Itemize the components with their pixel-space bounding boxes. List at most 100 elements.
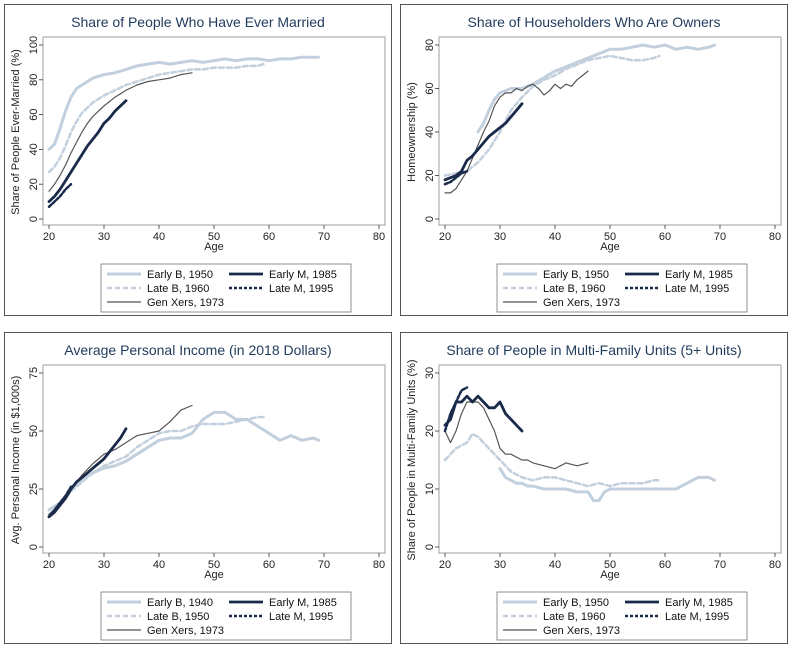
y-tick-label: 30 [424,367,436,379]
legend-label-early-m-1985: Early M, 1985 [665,597,733,609]
chart-title: Average Personal Income (in 2018 Dollars… [64,342,331,358]
series-line-gen-xers-1973 [444,70,589,194]
series-line-late-m-1995 [47,485,73,519]
y-tick-label: 0 [28,544,40,550]
x-tick-label: 50 [604,231,616,243]
chart-panel-ever-married: Share of People Who Have Ever Married 0 20… [4,4,392,316]
series-line-late-m-1995 [443,169,469,186]
legend-label-gen-xers-1973: Gen Xers, 1973 [543,297,620,309]
plot-frame [438,364,782,554]
y-tick-label: 40 [28,143,40,155]
y-tick-label: 80 [28,74,40,86]
legend-label-gen-xers-1973: Gen Xers, 1973 [147,297,224,309]
plot-frame [42,36,386,226]
x-tick-label: 60 [659,559,671,571]
chart-homeownership: Share of Householders Who Are Owners 0 20 4… [406,14,782,313]
series-line-early-m-1985 [443,102,524,182]
x-axis-label: Age [204,569,224,581]
x-tick-label: 70 [318,559,330,571]
chart-ever-married: Share of People Who Have Ever Married 0 20… [10,14,386,313]
legend-label-late-b-1960: Late B, 1960 [543,283,605,295]
series-line-late-b-1960 [47,62,265,174]
legend-label-late-m-1995: Late M, 1995 [269,283,333,295]
chart-panel-homeownership: Share of Householders Who Are Owners 0 20 4… [400,4,788,316]
chart-personal-income: Average Personal Income (in 2018 Dollars… [10,342,386,641]
x-tick-label: 20 [439,231,451,243]
series-line-early-m-1985 [47,427,128,519]
y-tick-label: 20 [424,169,436,181]
chart-title: Share of Householders Who Are Owners [468,14,721,30]
legend-box [100,591,352,641]
legend-label-early-m-1985: Early M, 1985 [665,269,733,281]
legend-box [496,591,748,641]
legend-label-late-m-1995: Late M, 1995 [665,283,729,295]
plot-frame [42,364,386,554]
y-tick-label: 20 [28,178,40,190]
y-tick-label: 60 [28,108,40,120]
x-tick-label: 20 [43,559,55,571]
legend-label-early-m-1985: Early M, 1985 [269,597,337,609]
series-line-early-b-1950 [476,43,716,134]
x-tick-label: 30 [98,559,110,571]
chart-multi-family: Share of People in Multi-Family Units (5… [406,342,782,641]
y-axis-label: Share of People in Multi-Family Units (%… [406,359,418,560]
y-tick-label: 75 [28,367,40,379]
x-tick-label: 40 [549,559,561,571]
legend-box [100,263,352,313]
plot-frame [438,36,782,226]
legend-label-late-b-1960: Late B, 1960 [147,283,209,295]
x-tick-label: 50 [208,231,220,243]
x-tick-label: 30 [494,231,506,243]
legend-label-early-b-1950: Early B, 1950 [543,597,609,609]
legend-label-gen-xers-1973: Gen Xers, 1973 [147,625,224,637]
x-tick-label: 80 [769,231,781,243]
y-tick-label: 100 [28,36,40,54]
x-tick-label: 80 [373,559,385,571]
chart-title: Share of People Who Have Ever Married [71,14,325,30]
legend-box [496,263,748,313]
x-tick-label: 60 [263,559,275,571]
legend-label-late-b-1960: Late B, 1960 [543,611,605,623]
legend-label-late-m-1995: Late M, 1995 [269,611,333,623]
y-axis-label: Avg. Personal Income (in $1,000s) [10,376,22,545]
y-tick-label: 25 [28,483,40,495]
chart-title: Share of People in Multi-Family Units (5… [446,342,741,358]
y-axis-label: Homeownership (%) [406,82,418,182]
x-tick-label: 20 [43,231,55,243]
y-tick-label: 10 [424,483,436,495]
series-line-late-b-1960 [443,54,661,177]
legend-label-late-b-1950: Late B, 1950 [147,611,209,623]
x-axis-label: Age [600,241,620,253]
x-tick-label: 50 [208,559,220,571]
x-tick-label: 70 [318,231,330,243]
y-tick-label: 20 [424,425,436,437]
series-line-gen-xers-1973 [48,72,193,192]
x-tick-label: 80 [769,559,781,571]
x-axis-label: Age [600,569,620,581]
x-tick-label: 60 [659,231,671,243]
x-tick-label: 60 [263,231,275,243]
x-tick-label: 40 [153,231,165,243]
series-line-late-m-1995 [47,182,73,209]
series-line-early-b-1940 [47,410,320,512]
x-tick-label: 50 [604,559,616,571]
series-line-early-m-1985 [47,99,128,203]
series-line-late-m-1995 [443,386,469,433]
series-line-early-b-1950 [498,467,716,503]
x-axis-label: Age [204,241,224,253]
chart-panel-personal-income: Average Personal Income (in 2018 Dollars… [4,332,392,644]
legend-label-early-m-1985: Early M, 1985 [269,269,337,281]
legend-label-early-b-1950: Early B, 1950 [147,269,213,281]
y-tick-label: 60 [424,82,436,94]
series-line-early-m-1985 [443,394,524,433]
legend-label-early-b-1940: Early B, 1940 [147,597,213,609]
legend-label-gen-xers-1973: Gen Xers, 1973 [543,625,620,637]
x-tick-label: 30 [494,559,506,571]
y-tick-label: 50 [28,425,40,437]
y-tick-label: 0 [424,544,436,550]
series-line-early-b-1950 [47,55,320,151]
x-tick-label: 20 [439,559,451,571]
x-tick-label: 40 [549,231,561,243]
y-axis-label: Share of People Ever-Married (%) [10,49,22,215]
legend-label-late-m-1995: Late M, 1995 [665,611,729,623]
